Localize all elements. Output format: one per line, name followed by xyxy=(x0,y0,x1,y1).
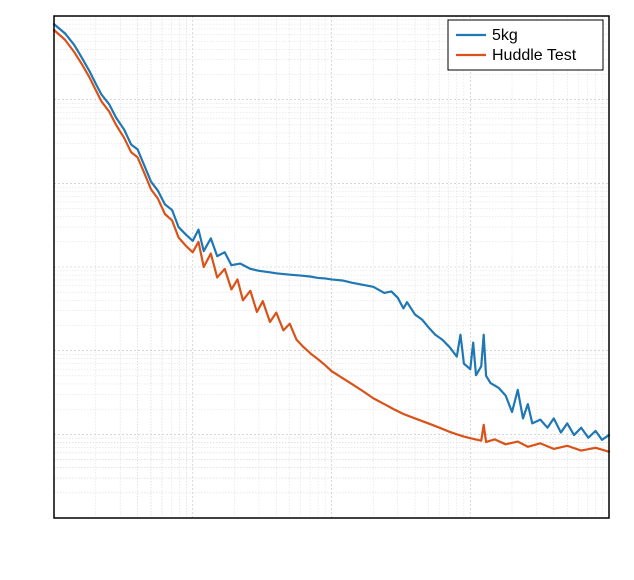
legend: 5kg Huddle Test xyxy=(448,20,603,70)
legend-label-0: 5kg xyxy=(492,27,518,44)
legend-label-1: Huddle Test xyxy=(492,47,577,64)
chart-svg: 5kg Huddle Test xyxy=(0,0,634,580)
chart-container: 5kg Huddle Test xyxy=(0,0,634,580)
